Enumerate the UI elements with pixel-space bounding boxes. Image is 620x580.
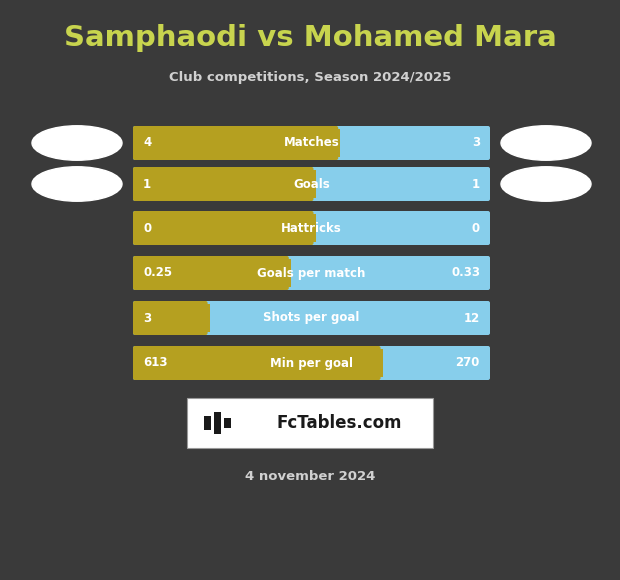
FancyBboxPatch shape — [213, 412, 221, 434]
FancyBboxPatch shape — [133, 301, 490, 335]
FancyBboxPatch shape — [133, 211, 490, 245]
FancyBboxPatch shape — [203, 416, 211, 430]
FancyBboxPatch shape — [283, 259, 291, 287]
FancyBboxPatch shape — [133, 167, 490, 201]
Text: 0: 0 — [143, 222, 151, 234]
Ellipse shape — [32, 167, 122, 201]
Text: 0.25: 0.25 — [143, 266, 172, 280]
Text: 613: 613 — [143, 357, 167, 369]
Text: Matches: Matches — [283, 136, 339, 150]
Text: 3: 3 — [472, 136, 480, 150]
Text: 270: 270 — [456, 357, 480, 369]
Text: Min per goal: Min per goal — [270, 357, 353, 369]
Text: 0: 0 — [472, 222, 480, 234]
FancyBboxPatch shape — [187, 398, 433, 448]
Text: FcTables.com: FcTables.com — [277, 414, 402, 432]
FancyBboxPatch shape — [133, 126, 339, 160]
FancyBboxPatch shape — [223, 418, 231, 428]
FancyBboxPatch shape — [133, 256, 289, 290]
Text: 1: 1 — [472, 177, 480, 190]
FancyBboxPatch shape — [133, 167, 314, 201]
FancyBboxPatch shape — [308, 170, 316, 198]
Text: 4: 4 — [143, 136, 151, 150]
FancyBboxPatch shape — [308, 214, 316, 242]
Ellipse shape — [501, 126, 591, 160]
FancyBboxPatch shape — [374, 349, 383, 377]
Text: 1: 1 — [143, 177, 151, 190]
FancyBboxPatch shape — [133, 346, 490, 380]
Text: 4 november 2024: 4 november 2024 — [245, 469, 375, 483]
Text: 3: 3 — [143, 311, 151, 324]
Ellipse shape — [501, 167, 591, 201]
Text: Goals: Goals — [293, 177, 330, 190]
FancyBboxPatch shape — [133, 211, 314, 245]
Text: Samphaodi vs Mohamed Mara: Samphaodi vs Mohamed Mara — [64, 24, 556, 52]
FancyBboxPatch shape — [133, 346, 381, 380]
Text: 12: 12 — [464, 311, 480, 324]
Text: 0.33: 0.33 — [451, 266, 480, 280]
FancyBboxPatch shape — [133, 126, 490, 160]
Text: Hattricks: Hattricks — [281, 222, 342, 234]
FancyBboxPatch shape — [133, 301, 208, 335]
FancyBboxPatch shape — [332, 129, 340, 157]
Ellipse shape — [32, 126, 122, 160]
Text: Shots per goal: Shots per goal — [264, 311, 360, 324]
FancyBboxPatch shape — [202, 304, 210, 332]
Text: Club competitions, Season 2024/2025: Club competitions, Season 2024/2025 — [169, 71, 451, 85]
Text: Goals per match: Goals per match — [257, 266, 366, 280]
FancyBboxPatch shape — [133, 256, 490, 290]
